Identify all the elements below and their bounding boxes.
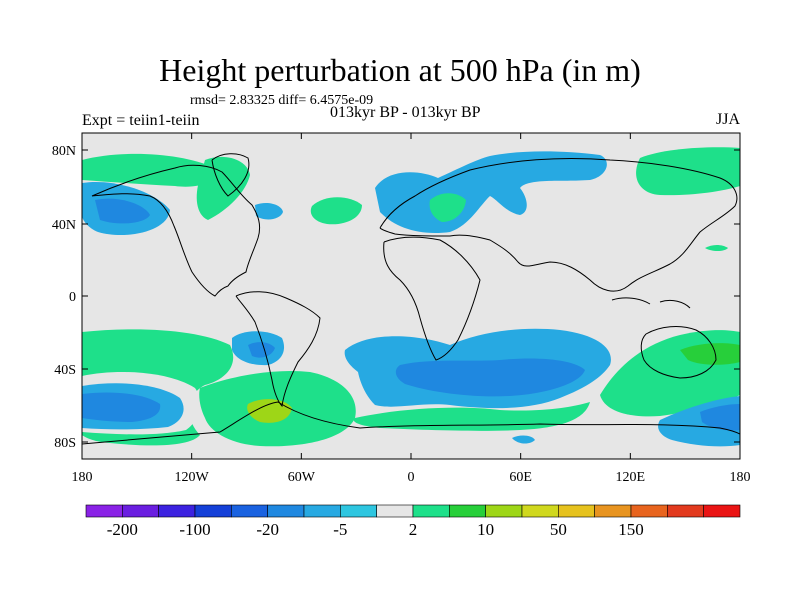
colorbar-swatch [449,504,486,518]
colorbar-swatch [667,504,704,518]
colorbar-swatch [267,504,305,518]
colorbar-label: 150 [618,520,644,539]
colorbar-label: -200 [107,520,138,539]
colorbar-label: -5 [333,520,347,539]
lon-label: 60E [509,470,532,485]
colorbar-swatch [485,504,523,518]
colorbar-labels: -200 -100 -20 -5 2 10 50 150 [107,520,644,539]
colorbar-swatch [521,504,559,518]
lon-label: 120E [616,470,646,485]
lat-label: 40S [54,363,76,378]
coast-antarctica [82,401,740,445]
contour-south-atlantic-deep [395,358,585,397]
coast-north-america [91,164,261,297]
season-label: JJA [716,111,741,128]
lon-label: 120W [175,470,210,485]
colorbar-swatch [558,504,595,518]
colorbar-swatch [376,504,414,518]
colorbar-swatch [340,504,377,518]
colorbar-swatch [158,504,196,518]
contour-patagonia-deep [248,342,275,358]
contour-canada-blue [255,202,283,220]
colorbar-swatch [594,504,632,518]
colorbar-swatch [122,504,159,518]
lat-label: 80S [54,436,76,451]
stats-text: rmsd= 2.83325 diff= 6.4575e-09 [190,93,374,108]
coast-indonesia [611,297,691,309]
colorbar [85,504,741,518]
colorbar-swatch [703,504,741,518]
colorbar-label: 10 [477,520,494,539]
contour-se-pacific-deep [700,404,740,431]
coast-eurasia [379,157,738,292]
colorbar-swatch [85,504,123,518]
colorbar-swatch [303,504,341,518]
contour-pacific-green-small [705,245,728,251]
colorbar-label: -100 [179,520,210,539]
coastlines [82,153,740,445]
contour-arctic-green [636,147,740,196]
map-field [82,133,740,459]
period-text: 013kyr BP - 013kyr BP [330,104,481,121]
colorbar-label: 50 [550,520,567,539]
contour-small-blue-patch [512,435,535,444]
contour-southern-ocean-green [353,402,590,431]
lat-label: 0 [69,290,76,305]
coast-greenland [211,153,250,197]
coast-africa [383,236,481,361]
contour-ne-pacific-green [82,153,218,187]
lat-label: 80N [52,144,76,159]
lon-label: 0 [408,470,415,485]
coast-australia [640,326,717,379]
contour-europe-green [429,193,466,222]
map-title: Height perturbation at 500 hPa (in m) [159,52,641,88]
lon-label: 60W [288,470,316,485]
colorbar-swatch [231,504,268,518]
colorbar-swatch [412,504,450,518]
axis-ticks [81,133,741,459]
longitude-labels: 180 120W 60W 0 60E 120E 180 [72,470,751,485]
contour-south-pacific-deep [82,392,161,422]
experiment-label: Expt = teiin1-teiin [82,112,200,129]
colorbar-swatch [194,504,232,518]
contour-nw-pacific-deep [95,198,150,224]
colorbar-label: 2 [409,520,418,539]
colorbar-label: -20 [256,520,279,539]
contour-greenland-green [196,156,250,220]
latitude-labels: 80N 40N 0 40S 80S [52,144,76,451]
coast-south-america [235,291,321,408]
lat-label: 40N [52,218,76,233]
lon-label: 180 [72,470,93,485]
colorbar-swatch [630,504,668,518]
contour-atlantic-green [310,197,362,225]
contour-indian-deep-green [680,343,740,365]
lon-label: 180 [730,470,751,485]
